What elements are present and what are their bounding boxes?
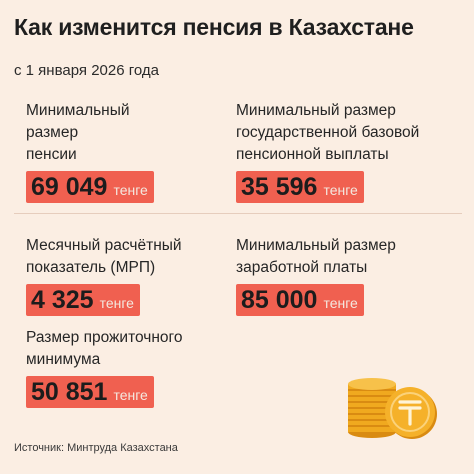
- stat-label-line: минимума: [26, 351, 101, 368]
- stat-value: 4 325: [31, 286, 94, 314]
- stat-unit: тенге: [323, 295, 358, 311]
- stat-label-line: размер: [26, 124, 79, 141]
- stat-label-line: Месячный расчётный: [26, 237, 182, 254]
- stat-value-box: 85 000 тенге: [236, 284, 364, 316]
- stat-label-line: государственной базовой: [236, 124, 420, 141]
- stat-unit: тенге: [113, 182, 148, 198]
- stat-label-line: пенсии: [26, 146, 77, 163]
- stat-label-line: пенсионной выплаты: [236, 146, 389, 163]
- stat-label: Минимальный размер пенсии: [26, 100, 154, 166]
- stat-basic-pension-payment: Минимальный размер государственной базов…: [236, 100, 419, 203]
- page-title: Как изменится пенсия в Казахстане: [14, 14, 414, 40]
- stat-unit: тенге: [323, 182, 358, 198]
- stat-label: Месячный расчётный показатель (МРП): [26, 235, 182, 279]
- stat-value-box: 4 325 тенге: [26, 284, 140, 316]
- stat-label-line: заработной платы: [236, 259, 368, 276]
- stat-value-box: 50 851 тенге: [26, 376, 154, 408]
- stat-value: 85 000: [241, 286, 318, 314]
- page-subtitle: с 1 января 2026 года: [14, 62, 159, 79]
- stat-label: Минимальный размер заработной платы: [236, 235, 396, 279]
- stat-mrp: Месячный расчётный показатель (МРП) 4 32…: [26, 235, 182, 316]
- stat-minimum-pension: Минимальный размер пенсии 69 049 тенге: [26, 100, 154, 203]
- stat-label-line: Минимальный размер: [236, 237, 396, 254]
- stat-label-line: Минимальный размер: [236, 102, 396, 119]
- stat-value: 50 851: [31, 378, 108, 406]
- stat-value: 35 596: [241, 173, 318, 201]
- stat-label-line: Минимальный: [26, 102, 130, 119]
- stat-unit: тенге: [99, 295, 134, 311]
- stat-label-line: показатель (МРП): [26, 259, 156, 276]
- stat-value-box: 35 596 тенге: [236, 171, 364, 203]
- stat-value-box: 69 049 тенге: [26, 171, 154, 203]
- stat-unit: тенге: [113, 387, 148, 403]
- stat-label: Минимальный размер государственной базов…: [236, 100, 419, 166]
- section-divider: [14, 213, 462, 214]
- stat-minimum-wage: Минимальный размер заработной платы 85 0…: [236, 235, 396, 316]
- source-note: Источник: Минтруда Казахстана: [14, 442, 178, 454]
- stat-label: Размер прожиточного минимума: [26, 327, 182, 371]
- stat-label-line: Размер прожиточного: [26, 329, 183, 346]
- tenge-coin-icon: [348, 378, 437, 439]
- stat-subsistence-minimum: Размер прожиточного минимума 50 851 тенге: [26, 327, 182, 408]
- stat-value: 69 049: [31, 173, 108, 201]
